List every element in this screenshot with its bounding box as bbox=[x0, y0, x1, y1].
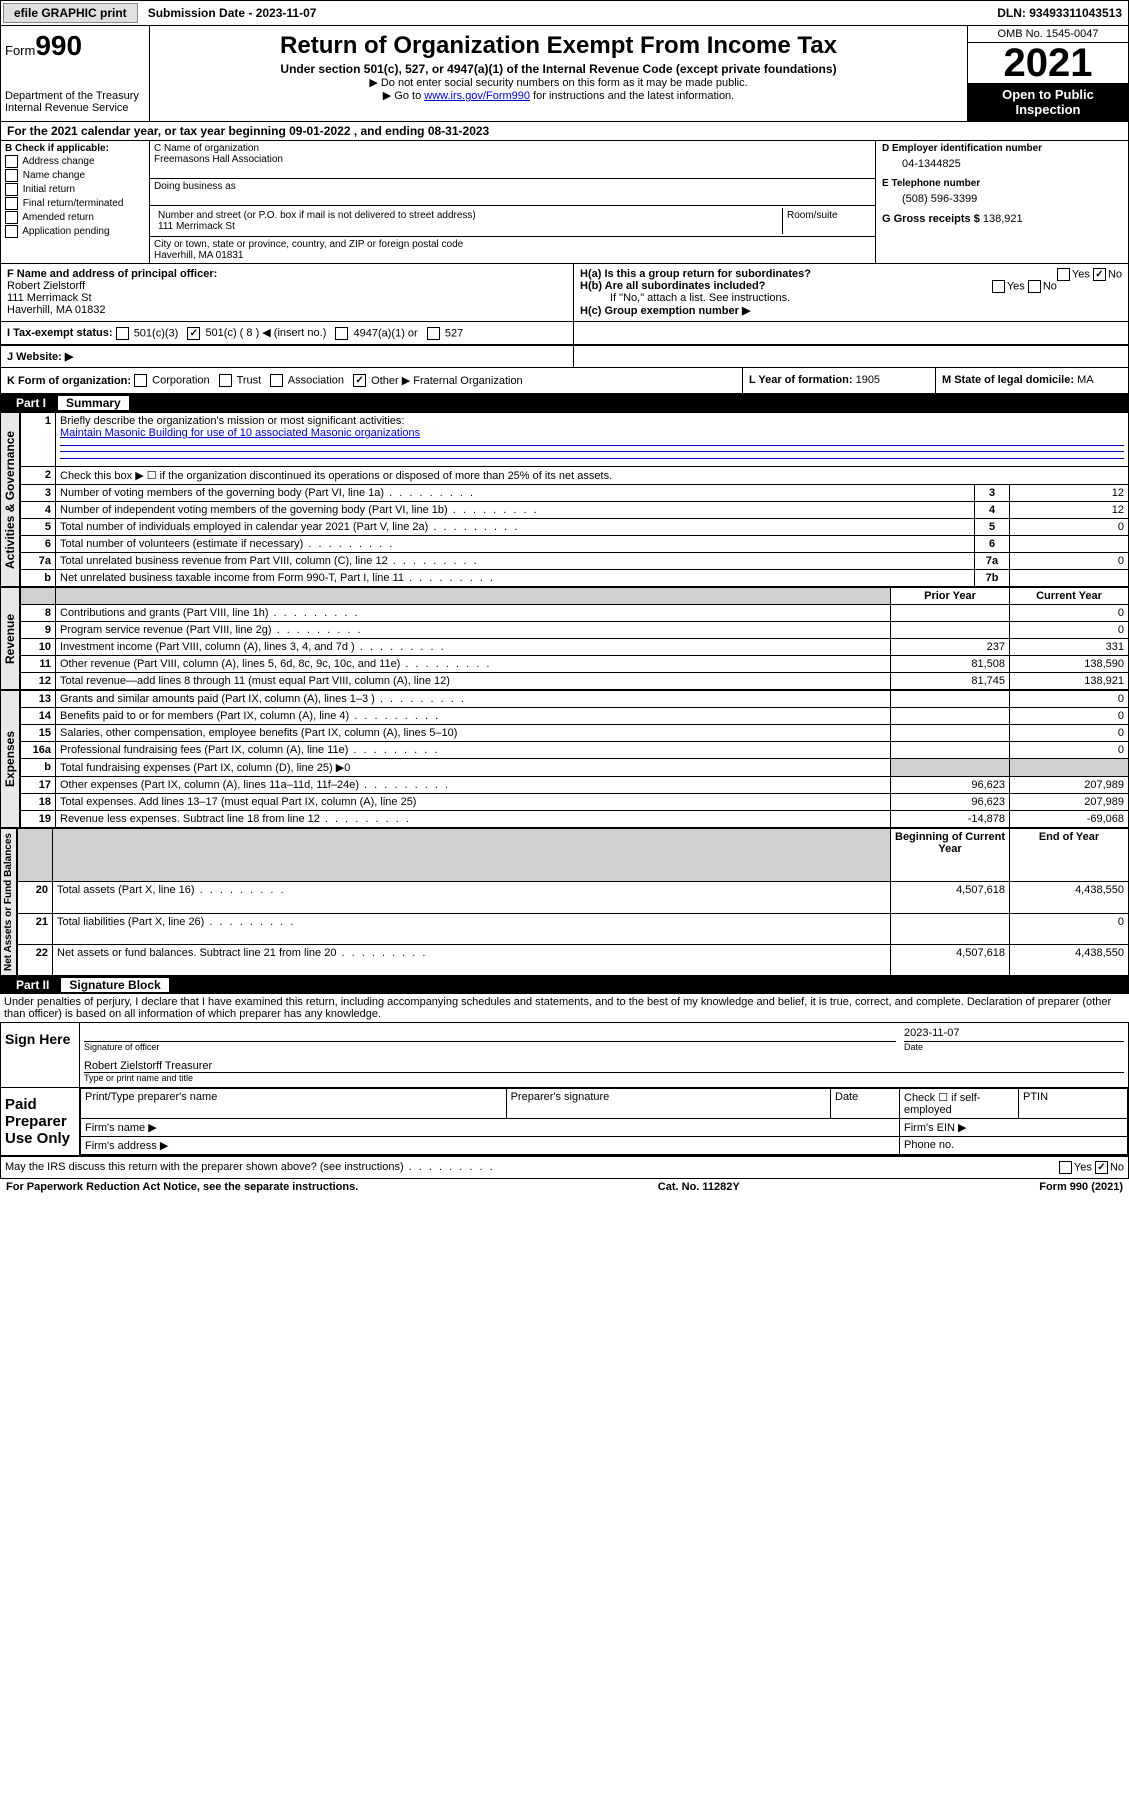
chk-association[interactable]: Association bbox=[270, 374, 344, 387]
table-row: 10Investment income (Part VIII, column (… bbox=[21, 639, 1129, 656]
ein: 04-1344825 bbox=[882, 154, 1122, 178]
chk-4947[interactable]: 4947(a)(1) or bbox=[335, 327, 417, 340]
box-b: B Check if applicable: Address change Na… bbox=[1, 141, 150, 263]
table-row: 20Total assets (Part X, line 16)4,507,61… bbox=[18, 882, 1129, 913]
summary-expenses: Expenses 13Grants and similar amounts pa… bbox=[0, 690, 1129, 828]
form-header: Form990 Department of the Treasury Inter… bbox=[0, 26, 1129, 122]
year-formation: 1905 bbox=[856, 374, 880, 386]
chk-527[interactable]: 527 bbox=[427, 327, 463, 340]
table-row: 11Other revenue (Part VIII, column (A), … bbox=[21, 656, 1129, 673]
chk-501c[interactable]: 501(c) ( 8 ) ◀ (insert no.) bbox=[187, 326, 326, 340]
sign-here-label: Sign Here bbox=[1, 1023, 80, 1087]
chk-other[interactable]: Other ▶ Fraternal Organization bbox=[353, 374, 523, 388]
dln: DLN: 93493311043513 bbox=[997, 6, 1128, 20]
street-address: 111 Merrimack St bbox=[158, 221, 235, 232]
section-fh: F Name and address of principal officer:… bbox=[0, 264, 1129, 322]
chk-address-change[interactable]: Address change bbox=[5, 155, 145, 168]
gross-receipts: 138,921 bbox=[983, 213, 1023, 225]
table-row: 5Total number of individuals employed in… bbox=[21, 519, 1129, 536]
form-title: Return of Organization Exempt From Incom… bbox=[154, 32, 963, 60]
table-row: 19Revenue less expenses. Subtract line 1… bbox=[21, 811, 1129, 828]
table-row: 17Other expenses (Part IX, column (A), l… bbox=[21, 777, 1129, 794]
chk-final-return[interactable]: Final return/terminated bbox=[5, 197, 145, 210]
section-klm: K Form of organization: Corporation Trus… bbox=[0, 368, 1129, 395]
dept-treasury: Department of the Treasury bbox=[5, 90, 145, 102]
form-subtitle: Under section 501(c), 527, or 4947(a)(1)… bbox=[154, 62, 963, 76]
efile-print-button[interactable]: efile GRAPHIC print bbox=[3, 3, 138, 23]
officer-addr2: Haverhill, MA 01832 bbox=[7, 304, 105, 316]
table-row: 21Total liabilities (Part X, line 26)0 bbox=[18, 913, 1129, 944]
mission-link[interactable]: Maintain Masonic Building for use of 10 … bbox=[60, 427, 420, 439]
table-row: 9Program service revenue (Part VIII, lin… bbox=[21, 622, 1129, 639]
table-row: 18Total expenses. Add lines 13–17 (must … bbox=[21, 794, 1129, 811]
irs-form990-link[interactable]: www.irs.gov/Form990 bbox=[424, 90, 530, 102]
chk-application-pending[interactable]: Application pending bbox=[5, 225, 145, 238]
chk-amended-return[interactable]: Amended return bbox=[5, 211, 145, 224]
table-row: 13Grants and similar amounts paid (Part … bbox=[21, 691, 1129, 708]
vtab-revenue: Revenue bbox=[0, 587, 20, 690]
chk-discuss-no[interactable] bbox=[1095, 1161, 1108, 1174]
chk-501c3[interactable]: 501(c)(3) bbox=[116, 327, 179, 340]
table-row: 8Contributions and grants (Part VIII, li… bbox=[21, 605, 1129, 622]
chk-corporation[interactable]: Corporation bbox=[134, 374, 210, 387]
state-domicile: MA bbox=[1077, 374, 1094, 386]
top-bar: efile GRAPHIC print Submission Date - 20… bbox=[0, 0, 1129, 26]
table-row: 22Net assets or fund balances. Subtract … bbox=[18, 944, 1129, 975]
paid-preparer-label: Paid Preparer Use Only bbox=[1, 1088, 80, 1155]
submission-date: Submission Date - 2023-11-07 bbox=[140, 4, 325, 22]
officer-signature-name: Robert Zielstorff Treasurer bbox=[84, 1060, 1124, 1073]
chk-initial-return[interactable]: Initial return bbox=[5, 183, 145, 196]
table-row: bNet unrelated business taxable income f… bbox=[21, 570, 1129, 587]
signature-date: 2023-11-07 bbox=[904, 1027, 1124, 1042]
part1-header: Part ISummary bbox=[0, 394, 1129, 412]
table-row: 15Salaries, other compensation, employee… bbox=[21, 725, 1129, 742]
chk-trust[interactable]: Trust bbox=[219, 374, 262, 387]
table-row: 12Total revenue—add lines 8 through 11 (… bbox=[21, 673, 1129, 690]
table-row: 6Total number of volunteers (estimate if… bbox=[21, 536, 1129, 553]
summary-revenue: Revenue Prior YearCurrent Year 8Contribu… bbox=[0, 587, 1129, 690]
summary-ag: Activities & Governance 1Briefly describ… bbox=[0, 412, 1129, 587]
box-c: C Name of organizationFreemasons Hall As… bbox=[150, 141, 876, 263]
section-bcd: B Check if applicable: Address change Na… bbox=[0, 141, 1129, 264]
chk-name-change[interactable]: Name change bbox=[5, 169, 145, 182]
officer-addr1: 111 Merrimack St bbox=[7, 292, 92, 304]
section-j: J Website: ▶ bbox=[0, 346, 1129, 368]
room-suite-label: Room/suite bbox=[783, 208, 871, 234]
part2-header: Part IISignature Block bbox=[0, 976, 1129, 994]
box-d: D Employer identification number 04-1344… bbox=[876, 141, 1128, 263]
irs-label: Internal Revenue Service bbox=[5, 102, 145, 114]
tax-year-line: For the 2021 calendar year, or tax year … bbox=[0, 122, 1129, 141]
goto-note: ▶ Go to www.irs.gov/Form990 for instruct… bbox=[154, 89, 963, 102]
city-state-zip: Haverhill, MA 01831 bbox=[154, 250, 244, 261]
vtab-net-assets: Net Assets or Fund Balances bbox=[0, 828, 17, 976]
table-row: 3Number of voting members of the governi… bbox=[21, 485, 1129, 502]
table-row: 14Benefits paid to or for members (Part … bbox=[21, 708, 1129, 725]
ssn-note: ▶ Do not enter social security numbers o… bbox=[154, 76, 963, 89]
org-name: Freemasons Hall Association bbox=[154, 154, 283, 165]
tax-year: 2021 bbox=[968, 43, 1128, 83]
vtab-expenses: Expenses bbox=[0, 690, 20, 828]
table-row: 16aProfessional fundraising fees (Part I… bbox=[21, 742, 1129, 759]
section-ij: I Tax-exempt status: 501(c)(3) 501(c) ( … bbox=[0, 322, 1129, 346]
page-footer: For Paperwork Reduction Act Notice, see … bbox=[0, 1179, 1129, 1195]
open-public-badge: Open to Public Inspection bbox=[968, 83, 1128, 121]
summary-net-assets: Net Assets or Fund Balances Beginning of… bbox=[0, 828, 1129, 976]
declaration-text: Under penalties of perjury, I declare th… bbox=[0, 994, 1129, 1022]
telephone: (508) 596-3399 bbox=[882, 189, 1122, 213]
officer-name: Robert Zielstorff bbox=[7, 280, 85, 292]
vtab-activities-governance: Activities & Governance bbox=[0, 412, 20, 587]
form-number: Form990 bbox=[5, 30, 145, 62]
chk-discuss-yes[interactable] bbox=[1059, 1161, 1072, 1174]
table-row: 7aTotal unrelated business revenue from … bbox=[21, 553, 1129, 570]
irs-discuss-row: May the IRS discuss this return with the… bbox=[0, 1157, 1129, 1179]
signature-block: Sign Here Signature of officer 2023-11-0… bbox=[0, 1022, 1129, 1157]
table-row: bTotal fundraising expenses (Part IX, co… bbox=[21, 759, 1129, 777]
table-row: 4Number of independent voting members of… bbox=[21, 502, 1129, 519]
